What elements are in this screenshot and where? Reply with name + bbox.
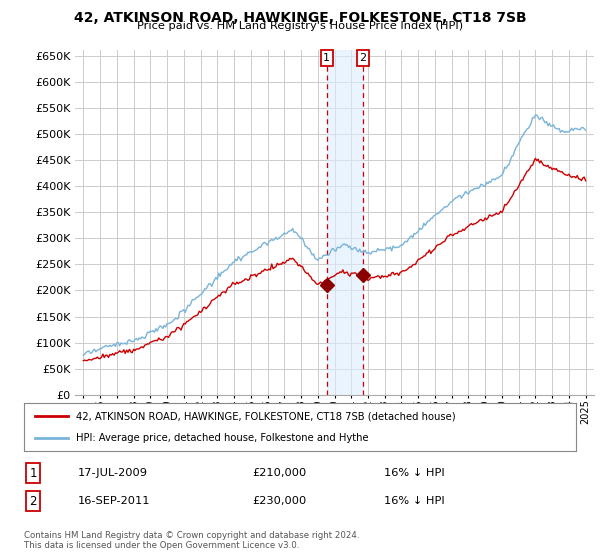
Text: 2: 2 <box>359 53 367 63</box>
Text: Price paid vs. HM Land Registry's House Price Index (HPI): Price paid vs. HM Land Registry's House … <box>137 21 463 31</box>
Text: 42, ATKINSON ROAD, HAWKINGE, FOLKESTONE, CT18 7SB: 42, ATKINSON ROAD, HAWKINGE, FOLKESTONE,… <box>74 11 526 25</box>
Text: 16% ↓ HPI: 16% ↓ HPI <box>384 496 445 506</box>
Text: £210,000: £210,000 <box>252 468 306 478</box>
Text: 1: 1 <box>323 53 330 63</box>
Text: 16% ↓ HPI: 16% ↓ HPI <box>384 468 445 478</box>
Text: £230,000: £230,000 <box>252 496 306 506</box>
Text: 42, ATKINSON ROAD, HAWKINGE, FOLKESTONE, CT18 7SB (detached house): 42, ATKINSON ROAD, HAWKINGE, FOLKESTONE,… <box>76 411 456 421</box>
Text: 16-SEP-2011: 16-SEP-2011 <box>78 496 151 506</box>
Text: 2: 2 <box>29 494 37 508</box>
Text: HPI: Average price, detached house, Folkestone and Hythe: HPI: Average price, detached house, Folk… <box>76 433 369 443</box>
Text: 17-JUL-2009: 17-JUL-2009 <box>78 468 148 478</box>
Text: Contains HM Land Registry data © Crown copyright and database right 2024.
This d: Contains HM Land Registry data © Crown c… <box>24 531 359 550</box>
Text: 1: 1 <box>29 466 37 480</box>
Bar <box>327 50 363 395</box>
